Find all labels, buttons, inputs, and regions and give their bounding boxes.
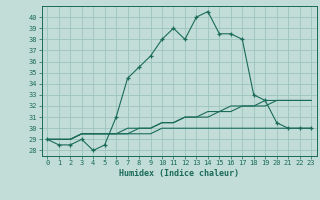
X-axis label: Humidex (Indice chaleur): Humidex (Indice chaleur): [119, 169, 239, 178]
